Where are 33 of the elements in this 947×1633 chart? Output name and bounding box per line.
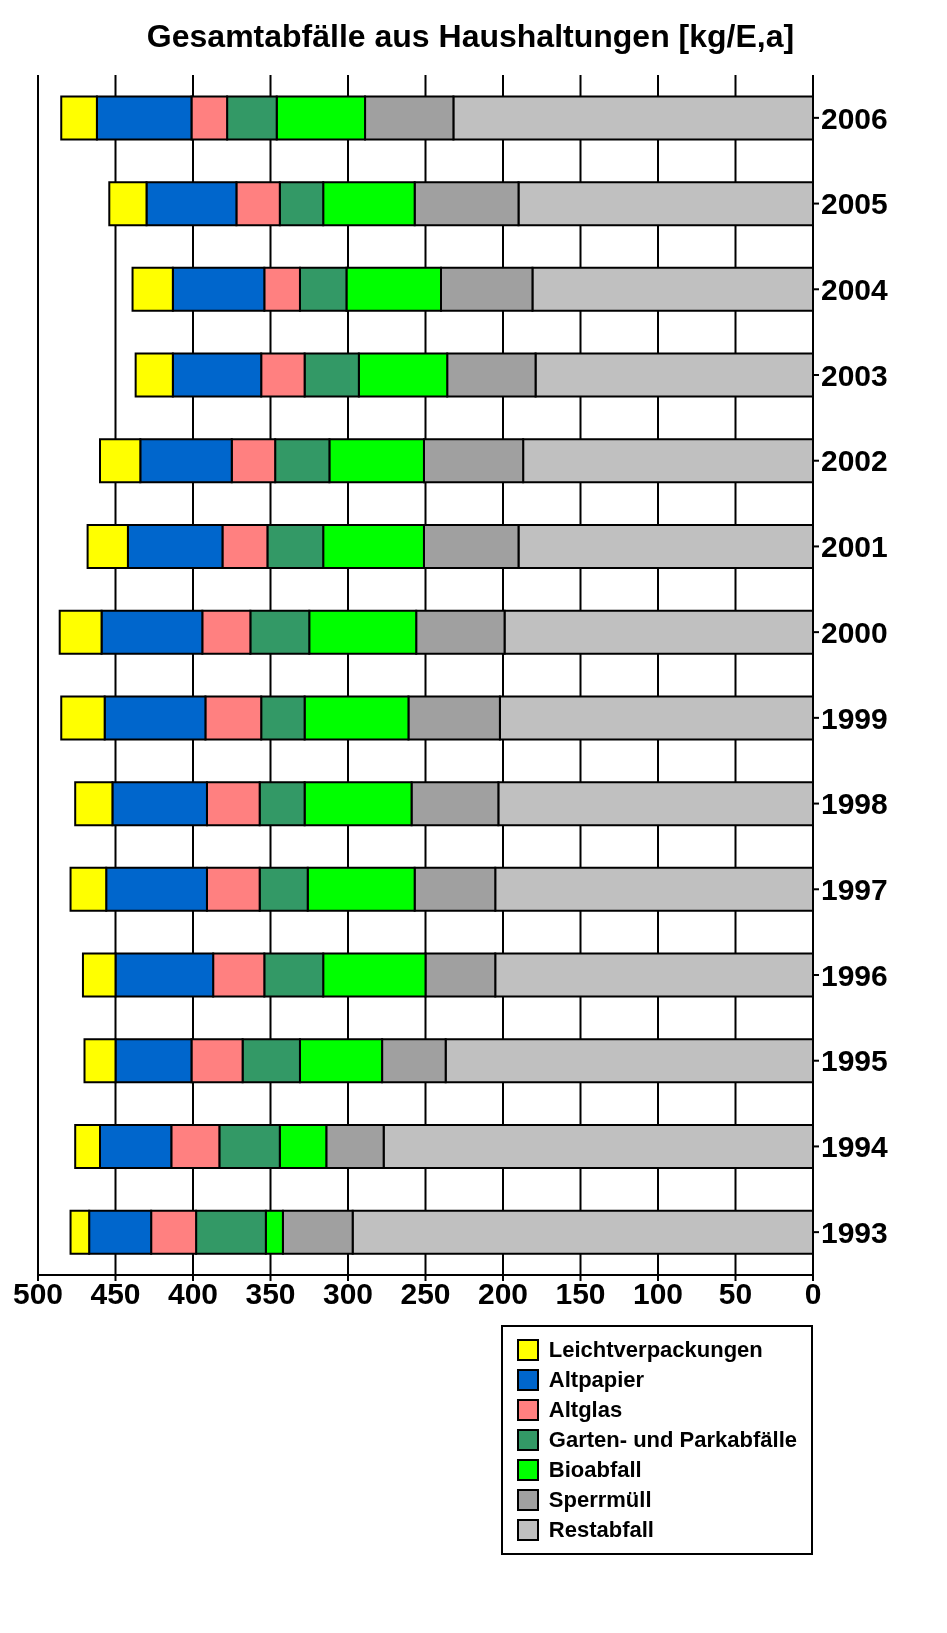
x-tick-label: 400 <box>167 1277 219 1311</box>
x-tick-label: 100 <box>632 1277 684 1311</box>
y-tick-label: 1995 <box>821 1044 888 1078</box>
chart-title: Gesamtabfälle aus Haushaltungen [kg/E,a] <box>145 17 796 56</box>
legend-label: Sperrmüll <box>548 1486 652 1514</box>
legend-label: Leichtverpackungen <box>548 1336 763 1364</box>
y-tick-label: 1996 <box>821 958 888 992</box>
x-tick-label: 350 <box>245 1277 296 1311</box>
legend-label: Bioabfall <box>548 1456 642 1484</box>
legend-label: Altglas <box>548 1396 623 1424</box>
y-tick-label: 1994 <box>821 1130 889 1164</box>
x-tick-label: 50 <box>718 1277 753 1311</box>
legend-label: Garten- und Parkabfälle <box>548 1426 797 1454</box>
x-tick-label: 150 <box>555 1277 606 1311</box>
y-tick-label: 2001 <box>821 530 888 564</box>
y-tick-label: 1997 <box>821 872 888 906</box>
x-tick-label: 450 <box>90 1277 141 1311</box>
x-tick-label: 250 <box>400 1277 451 1311</box>
legend-label: Restabfall <box>548 1516 654 1544</box>
y-tick-label: 2002 <box>821 444 888 478</box>
x-tick-label: 500 <box>12 1277 64 1311</box>
y-tick-label: 2006 <box>821 101 888 135</box>
y-tick-label: 2004 <box>821 272 889 306</box>
y-tick-label: 2005 <box>821 187 888 221</box>
x-tick-label: 0 <box>804 1277 822 1311</box>
y-tick-label: 1999 <box>821 701 888 735</box>
y-tick-label: 1998 <box>821 787 888 821</box>
x-tick-label: 200 <box>477 1277 529 1311</box>
y-tick-label: 2000 <box>821 615 888 649</box>
legend-label: Altpapier <box>548 1366 645 1394</box>
y-tick-label: 2003 <box>821 358 888 392</box>
y-tick-label: 1993 <box>821 1215 888 1249</box>
x-tick-label: 300 <box>322 1277 374 1311</box>
